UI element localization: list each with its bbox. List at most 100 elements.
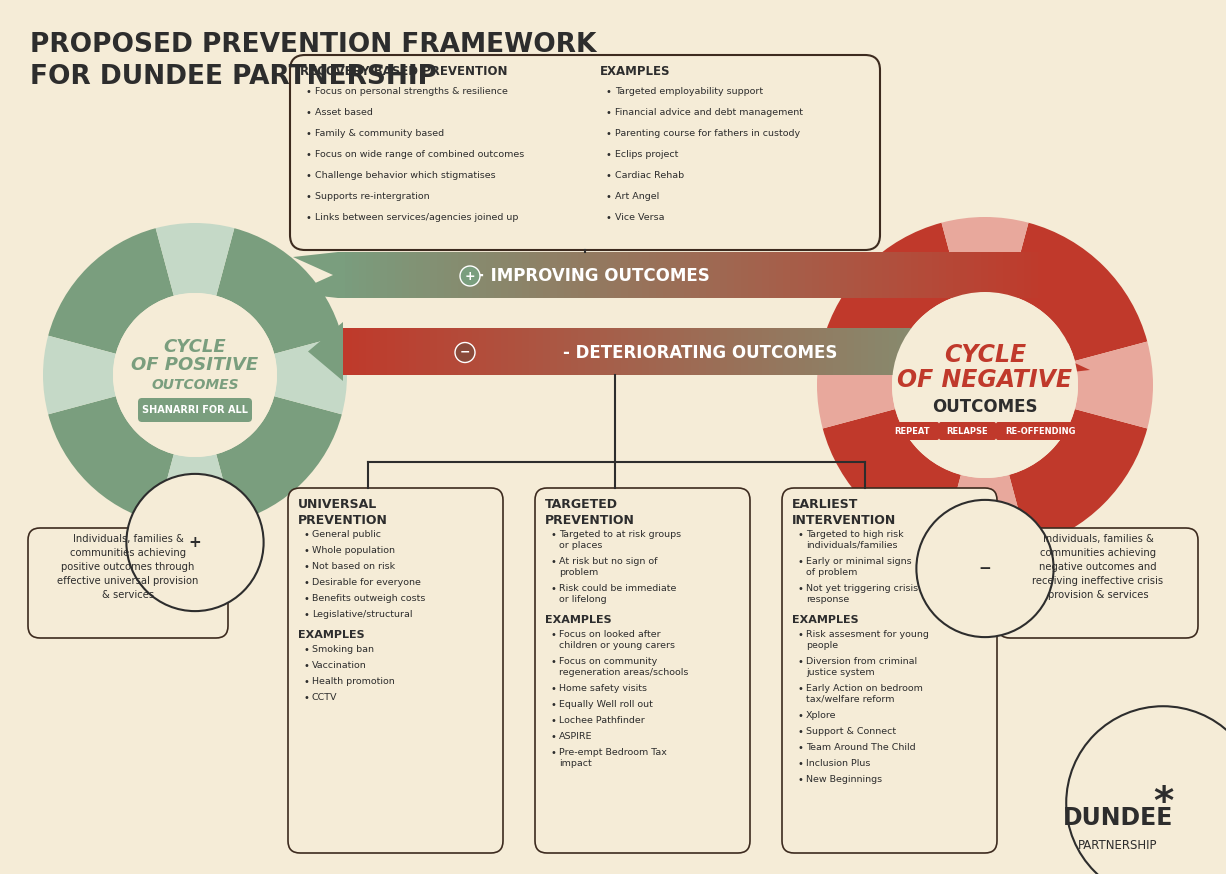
Polygon shape	[981, 252, 988, 298]
Wedge shape	[48, 228, 174, 354]
Polygon shape	[804, 328, 812, 375]
Text: •: •	[303, 693, 309, 703]
Polygon shape	[635, 328, 642, 375]
Text: response: response	[805, 595, 850, 604]
Text: *: *	[1152, 784, 1173, 822]
Text: •: •	[797, 775, 803, 785]
Polygon shape	[1010, 328, 1016, 375]
Polygon shape	[663, 252, 671, 298]
Text: •: •	[305, 87, 311, 97]
Text: ASPIRE: ASPIRE	[559, 732, 592, 741]
Polygon shape	[684, 328, 691, 375]
Polygon shape	[451, 252, 459, 298]
Wedge shape	[1075, 342, 1152, 428]
Polygon shape	[515, 252, 522, 298]
Polygon shape	[436, 328, 444, 375]
Polygon shape	[387, 252, 395, 298]
Text: •: •	[305, 192, 311, 202]
Polygon shape	[946, 252, 953, 298]
Polygon shape	[352, 328, 359, 375]
Text: •: •	[305, 171, 311, 181]
Polygon shape	[487, 328, 494, 375]
Polygon shape	[996, 252, 1003, 298]
Polygon shape	[416, 252, 423, 298]
Text: Risk assesment for young: Risk assesment for young	[805, 630, 929, 639]
Wedge shape	[216, 396, 342, 522]
Text: Focus on community: Focus on community	[559, 657, 657, 666]
Polygon shape	[791, 328, 798, 375]
Text: EXAMPLES: EXAMPLES	[600, 65, 671, 78]
Text: OUTCOMES: OUTCOMES	[151, 378, 239, 392]
Polygon shape	[444, 252, 451, 298]
Polygon shape	[791, 252, 798, 298]
Polygon shape	[699, 252, 706, 298]
Text: Targeted to high risk: Targeted to high risk	[805, 530, 904, 539]
Polygon shape	[423, 328, 430, 375]
Polygon shape	[656, 328, 663, 375]
Polygon shape	[1016, 328, 1024, 375]
Text: •: •	[303, 677, 309, 687]
Text: •: •	[303, 661, 309, 671]
Polygon shape	[734, 328, 741, 375]
Polygon shape	[635, 252, 642, 298]
Text: Desirable for everyone: Desirable for everyone	[311, 578, 421, 587]
Text: •: •	[550, 584, 555, 594]
Text: +: +	[189, 535, 201, 550]
Polygon shape	[748, 328, 755, 375]
Wedge shape	[156, 223, 234, 295]
Polygon shape	[826, 252, 832, 298]
Polygon shape	[981, 328, 988, 375]
Text: •: •	[606, 150, 611, 160]
Text: Lochee Pathfinder: Lochee Pathfinder	[559, 716, 645, 725]
Polygon shape	[459, 328, 465, 375]
Text: •: •	[606, 108, 611, 118]
Text: OF POSITIVE: OF POSITIVE	[131, 356, 259, 374]
Polygon shape	[783, 252, 791, 298]
Polygon shape	[444, 328, 451, 375]
Wedge shape	[823, 223, 961, 361]
Polygon shape	[960, 328, 967, 375]
Text: Targeted to at risk groups: Targeted to at risk groups	[559, 530, 682, 539]
Polygon shape	[656, 252, 663, 298]
Wedge shape	[216, 228, 342, 354]
Text: •: •	[550, 530, 555, 540]
Polygon shape	[996, 328, 1003, 375]
Polygon shape	[536, 252, 543, 298]
Polygon shape	[416, 328, 423, 375]
Polygon shape	[832, 252, 840, 298]
Polygon shape	[430, 328, 436, 375]
Polygon shape	[819, 328, 826, 375]
Text: Equally Well roll out: Equally Well roll out	[559, 700, 653, 709]
Polygon shape	[953, 328, 960, 375]
Polygon shape	[924, 252, 932, 298]
Text: Support & Connect: Support & Connect	[805, 727, 896, 736]
Circle shape	[113, 293, 277, 457]
Polygon shape	[699, 328, 706, 375]
Text: PROPOSED PREVENTION FRAMEWORK: PROPOSED PREVENTION FRAMEWORK	[29, 32, 596, 58]
Polygon shape	[564, 328, 571, 375]
Polygon shape	[607, 328, 614, 375]
Text: Asset based: Asset based	[315, 108, 373, 117]
Polygon shape	[494, 252, 500, 298]
Polygon shape	[663, 328, 671, 375]
Polygon shape	[889, 328, 896, 375]
Text: Legislative/structural: Legislative/structural	[311, 610, 412, 619]
Polygon shape	[423, 252, 430, 298]
Text: Links between services/agencies joined up: Links between services/agencies joined u…	[315, 213, 519, 222]
FancyBboxPatch shape	[535, 488, 750, 853]
Polygon shape	[436, 252, 444, 298]
Text: Diversion from criminal: Diversion from criminal	[805, 657, 917, 666]
Polygon shape	[706, 252, 712, 298]
Polygon shape	[904, 252, 911, 298]
FancyBboxPatch shape	[782, 488, 997, 853]
Text: DUNDEE: DUNDEE	[1063, 806, 1173, 830]
Polygon shape	[671, 328, 677, 375]
Polygon shape	[960, 252, 967, 298]
Polygon shape	[889, 252, 896, 298]
Text: •: •	[305, 129, 311, 139]
Polygon shape	[1010, 252, 1016, 298]
Text: •: •	[303, 645, 309, 655]
Text: •: •	[606, 192, 611, 202]
Polygon shape	[812, 252, 819, 298]
Wedge shape	[942, 475, 1029, 553]
